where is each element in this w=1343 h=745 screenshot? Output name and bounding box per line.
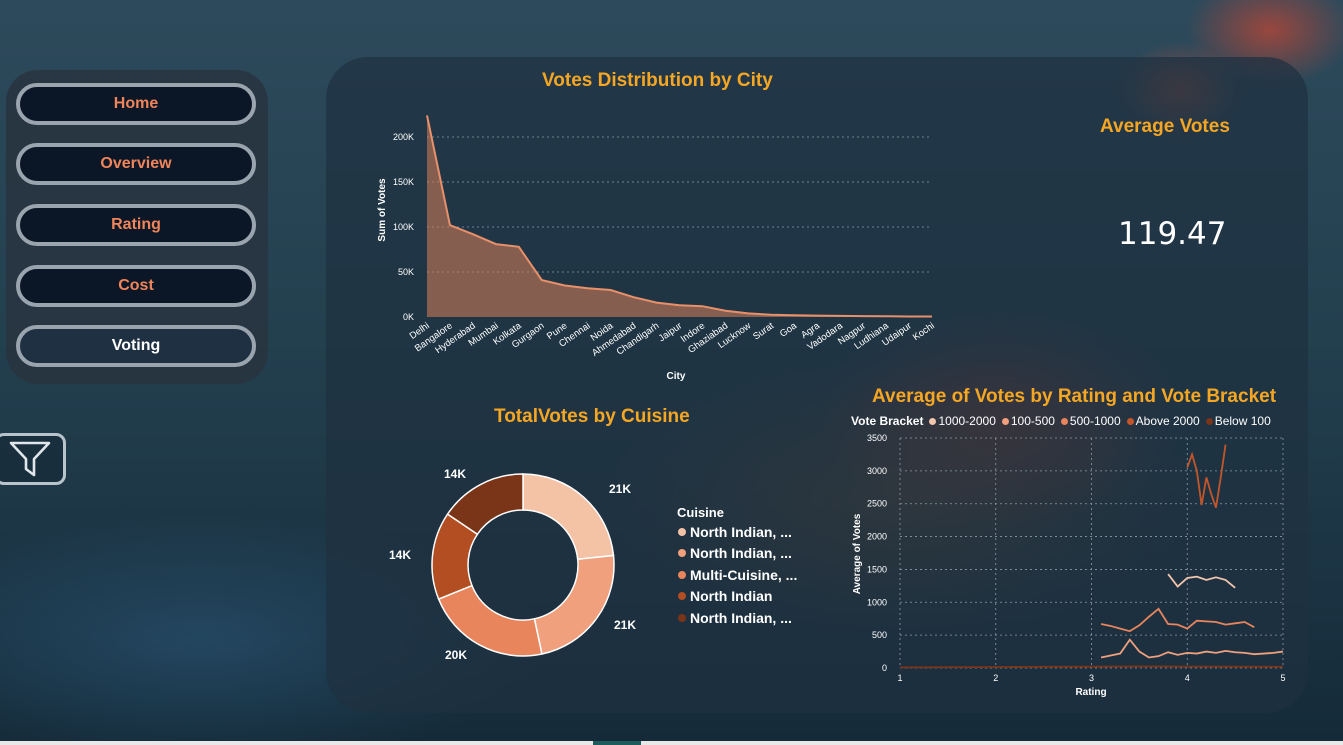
legend-dot — [678, 528, 686, 536]
cuisine-legend-item[interactable]: North Indian, ... — [678, 610, 792, 626]
legend-label: 500-1000 — [1069, 414, 1121, 428]
donut-data-label: 21K — [614, 618, 636, 632]
donut-slice — [533, 554, 615, 655]
y-tick-label: 2500 — [867, 499, 887, 509]
y-tick-label: 1500 — [867, 564, 887, 574]
y-tick-label: 1000 — [867, 597, 887, 607]
x-axis-label: Rating — [1075, 687, 1106, 698]
area-line — [426, 115, 933, 318]
donut-slice — [446, 473, 524, 536]
legend-label: North Indian, ... — [690, 524, 792, 540]
filter-button[interactable] — [0, 433, 66, 485]
cuisine-legend-item[interactable]: North Indian, ... — [678, 545, 792, 561]
y-axis-label: Sum of Votes — [377, 178, 388, 242]
donut-slice — [437, 584, 543, 657]
vote-bracket-legend-item[interactable]: 500-1000 — [1060, 414, 1121, 428]
y-tick-label: 2000 — [867, 532, 887, 542]
legend-label: 1000-2000 — [938, 414, 996, 428]
y-tick-label: 150K — [393, 177, 414, 187]
legend-label: North Indian — [690, 588, 773, 604]
votes-by-city-area-chart: 0K50K100K150K200KDelhiBangaloreHyderabad… — [377, 115, 937, 382]
x-tick-label: 4 — [1185, 673, 1190, 683]
nav-cost-button[interactable]: Cost — [16, 265, 256, 307]
vote-bracket-legend-title: Vote Bracket — [851, 414, 924, 428]
y-tick-label: 3000 — [867, 466, 887, 476]
y-tick-label: 0 — [882, 663, 887, 673]
x-tick-label: 5 — [1280, 673, 1285, 683]
donut-data-label: 14K — [444, 467, 466, 481]
legend-label: 100-500 — [1010, 414, 1055, 428]
donut-chart-title: TotalVotes by Cuisine — [494, 406, 690, 427]
legend-dot — [1205, 417, 1213, 425]
vote-bracket-legend-item[interactable]: 1000-2000 — [929, 414, 996, 428]
vote-bracket-legend-item[interactable]: Above 2000 — [1126, 414, 1200, 428]
votes-by-cuisine-donut-chart: 21K 21K 20K 14K 14K — [389, 467, 636, 662]
donut-data-label: 20K — [445, 648, 467, 662]
x-tick-label: 1 — [897, 673, 902, 683]
legend-dot — [1001, 417, 1009, 425]
cuisine-legend-item[interactable]: Multi-Cuisine, ... — [678, 567, 797, 583]
legend-dot — [678, 571, 686, 579]
nav-voting-button[interactable]: Voting — [16, 325, 256, 367]
y-axis-label: Average of Votes — [852, 513, 863, 594]
x-tick-label: 3 — [1089, 673, 1094, 683]
y-tick-label: 3500 — [867, 433, 887, 443]
area-chart-title: Votes Distribution by City — [542, 70, 773, 91]
donut-data-label: 21K — [609, 482, 631, 496]
donut-data-label: 14K — [389, 548, 411, 562]
vote-bracket-legend-item[interactable]: Below 100 — [1205, 414, 1271, 428]
y-tick-label: 500 — [872, 630, 887, 640]
active-page-tab[interactable] — [593, 741, 641, 745]
series-line — [1167, 573, 1236, 589]
x-tick-label: Goa — [778, 320, 800, 340]
series-line — [899, 665, 1284, 669]
series-line — [1186, 444, 1227, 508]
series-line — [1100, 607, 1255, 633]
donut-slice — [522, 473, 615, 561]
cuisine-legend-item[interactable]: North Indian — [678, 588, 772, 604]
series-line — [1100, 638, 1284, 659]
legend-label: Above 2000 — [1135, 414, 1200, 428]
legend-dot — [1126, 417, 1134, 425]
y-tick-label: 200K — [393, 132, 414, 142]
x-axis-label: City — [667, 371, 686, 382]
y-tick-label: 50K — [398, 267, 414, 277]
funnel-icon — [9, 441, 51, 477]
x-tick-label: Jaipur — [657, 320, 685, 344]
legend-label: North Indian, ... — [690, 610, 792, 626]
nav-home-button[interactable]: Home — [16, 83, 256, 125]
vote-bracket-legend-item[interactable]: 100-500 — [1001, 414, 1055, 428]
y-tick-label: 100K — [393, 222, 414, 232]
main-report-panel — [326, 57, 1308, 713]
legend-dot — [929, 417, 937, 425]
legend-label: North Indian, ... — [690, 545, 792, 561]
x-tick-label: 2 — [993, 673, 998, 683]
legend-dot — [678, 549, 686, 557]
area-fill — [427, 115, 932, 318]
legend-label: Multi-Cuisine, ... — [690, 567, 798, 583]
line-chart-title: Average of Votes by Rating and Vote Brac… — [872, 386, 1277, 407]
nav-overview-button[interactable]: Overview — [16, 143, 256, 185]
page-tabs-strip — [0, 741, 1343, 745]
y-tick-label: 0K — [403, 312, 414, 322]
nav-rating-button[interactable]: Rating — [16, 204, 256, 246]
legend-dot — [1060, 417, 1068, 425]
legend-dot — [678, 592, 686, 600]
legend-dot — [678, 614, 686, 622]
kpi-title: Average Votes — [1100, 116, 1230, 137]
kpi-average-votes-value: 119.47 — [1118, 216, 1227, 252]
vote-bracket-legend: Vote Bracket 1000-2000 100-500 500-1000 … — [851, 414, 1277, 428]
votes-by-rating-line-chart: 0 500 1000 1500 2000 2500 3000 3500 1 2 3 4 5 Rating A… — [852, 433, 1286, 698]
cuisine-legend-item[interactable]: North Indian, ... — [678, 524, 792, 540]
legend-label: Below 100 — [1214, 414, 1271, 428]
cuisine-legend-title: Cuisine — [677, 505, 724, 520]
x-tick-label: Surat — [751, 320, 776, 342]
x-tick-label: Kochi — [911, 320, 937, 343]
